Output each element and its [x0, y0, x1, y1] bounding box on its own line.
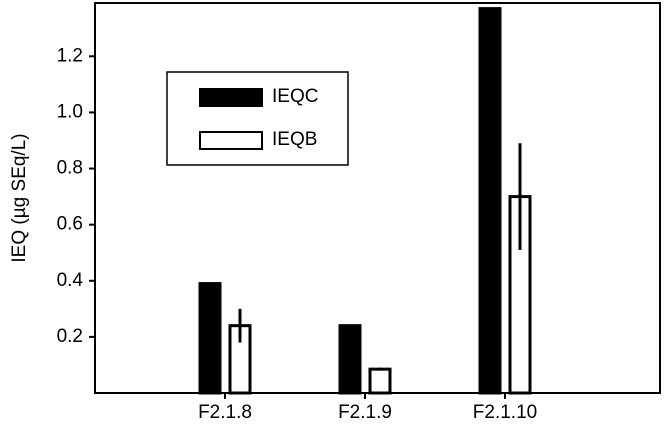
bar: [368, 367, 392, 395]
legend-box: [166, 71, 349, 166]
legend-swatch: [199, 88, 263, 107]
x-tick-label: F2.1.10: [473, 402, 537, 423]
x-tick-label: F2.1.8: [198, 402, 252, 423]
plot-frame: [94, 2, 661, 394]
y-tick-label: 1.2: [57, 45, 83, 66]
y-axis-label: IEQ (µg SEq/L): [9, 133, 30, 262]
y-tick-label: 0.8: [57, 158, 83, 179]
legend-label: IEQB: [272, 129, 317, 150]
y-tick-label: 0.4: [57, 270, 84, 291]
legend-label: IEQC: [272, 86, 318, 107]
bar: [478, 7, 502, 395]
y-tick-label: 1.0: [57, 101, 83, 122]
x-tick-label: F2.1.9: [338, 402, 392, 423]
y-tick-label: 0.2: [57, 326, 83, 347]
bar: [338, 324, 362, 395]
bar: [198, 282, 222, 395]
legend-swatch: [199, 131, 263, 150]
y-tick-label: 0.6: [57, 214, 83, 235]
